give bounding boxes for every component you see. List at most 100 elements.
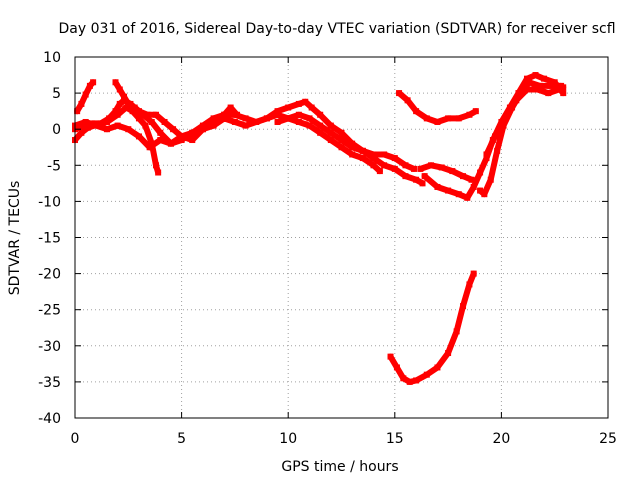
data-point xyxy=(97,120,104,127)
data-point xyxy=(460,303,467,310)
data-point xyxy=(413,176,420,183)
data-point xyxy=(413,377,420,384)
data-point xyxy=(153,111,160,118)
data-point xyxy=(526,79,533,86)
data-point xyxy=(453,328,460,335)
data-point xyxy=(135,115,142,122)
data-point xyxy=(470,183,477,190)
data-point xyxy=(423,115,430,122)
data-point xyxy=(308,104,315,111)
data-point xyxy=(227,104,234,111)
data-point xyxy=(391,155,398,162)
y-tick-label: -35 xyxy=(38,375,61,391)
data-point xyxy=(148,118,155,125)
data-point xyxy=(231,111,238,118)
data-point xyxy=(359,155,366,162)
data-point xyxy=(274,108,281,115)
data-point xyxy=(210,122,217,129)
y-tick-label: 10 xyxy=(43,50,61,66)
data-point xyxy=(396,90,403,97)
x-tick-label: 20 xyxy=(492,431,510,447)
data-point xyxy=(295,118,302,125)
data-point xyxy=(221,115,228,122)
data-point xyxy=(560,84,567,91)
data-point xyxy=(402,173,409,180)
y-tick-label: -20 xyxy=(38,267,61,283)
y-tick-label: -40 xyxy=(38,411,61,427)
data-point xyxy=(90,79,97,86)
data-point xyxy=(82,91,89,98)
data-point xyxy=(434,118,441,125)
data-point xyxy=(523,86,530,93)
data-point xyxy=(170,126,177,133)
data-point xyxy=(285,115,292,122)
data-point xyxy=(513,97,520,104)
y-tick-label: -10 xyxy=(38,194,61,210)
data-point xyxy=(74,108,81,115)
data-point xyxy=(477,169,484,176)
data-point xyxy=(370,151,377,158)
data-point xyxy=(551,79,558,86)
data-point xyxy=(189,137,196,144)
data-point xyxy=(406,378,413,385)
data-point xyxy=(449,168,456,175)
data-point xyxy=(468,176,475,183)
data-point xyxy=(131,104,138,111)
axis-ticks: 0 5 10 15 20 25 -40 -35 -30 -25 -20 -15 -10 -5 0 5 10 xyxy=(38,50,617,447)
data-point xyxy=(445,350,452,357)
x-tick-label: 0 xyxy=(71,431,80,447)
data-point xyxy=(472,108,479,115)
data-point xyxy=(477,187,484,194)
data-point xyxy=(338,144,345,151)
data-point xyxy=(140,111,147,118)
data-point xyxy=(421,173,428,180)
data-point xyxy=(370,155,377,162)
x-tick-label: 15 xyxy=(386,431,404,447)
x-tick-label: 25 xyxy=(599,431,617,447)
data-point xyxy=(295,111,302,118)
data-point xyxy=(483,151,490,158)
data-point xyxy=(455,191,462,198)
data-point xyxy=(295,100,302,107)
data-point xyxy=(242,122,249,129)
data-point xyxy=(135,133,142,140)
data-point xyxy=(338,137,345,144)
data-point xyxy=(302,98,309,105)
data-point xyxy=(327,129,334,136)
data-point xyxy=(199,122,206,129)
chart-title: Day 031 of 2016, Sidereal Day-to-day VTE… xyxy=(58,21,615,37)
data-point xyxy=(116,100,123,107)
data-point xyxy=(349,144,356,151)
data-point xyxy=(155,169,162,176)
data-point xyxy=(541,75,548,82)
data-point xyxy=(78,100,85,107)
data-point xyxy=(370,162,377,169)
data-point xyxy=(402,162,409,169)
data-point xyxy=(481,191,488,198)
data-point xyxy=(121,93,128,100)
data-point xyxy=(428,162,435,169)
data-point xyxy=(306,115,313,122)
data-point xyxy=(93,122,100,129)
data-point xyxy=(534,86,541,93)
data-point xyxy=(381,151,388,158)
data-point xyxy=(393,364,400,371)
data-point xyxy=(483,155,490,162)
data-point xyxy=(86,82,93,89)
data-point xyxy=(502,115,509,122)
data-series xyxy=(72,72,567,385)
data-point xyxy=(464,194,471,201)
data-point xyxy=(545,90,552,97)
data-point xyxy=(404,97,411,104)
data-point xyxy=(434,364,441,371)
data-point xyxy=(263,115,270,122)
data-point xyxy=(189,129,196,136)
data-point xyxy=(532,72,539,79)
data-point xyxy=(455,115,462,122)
data-point xyxy=(129,108,136,115)
data-point xyxy=(492,133,499,140)
y-tick-label: -15 xyxy=(38,231,61,247)
data-point xyxy=(419,180,426,187)
data-point xyxy=(349,151,356,158)
